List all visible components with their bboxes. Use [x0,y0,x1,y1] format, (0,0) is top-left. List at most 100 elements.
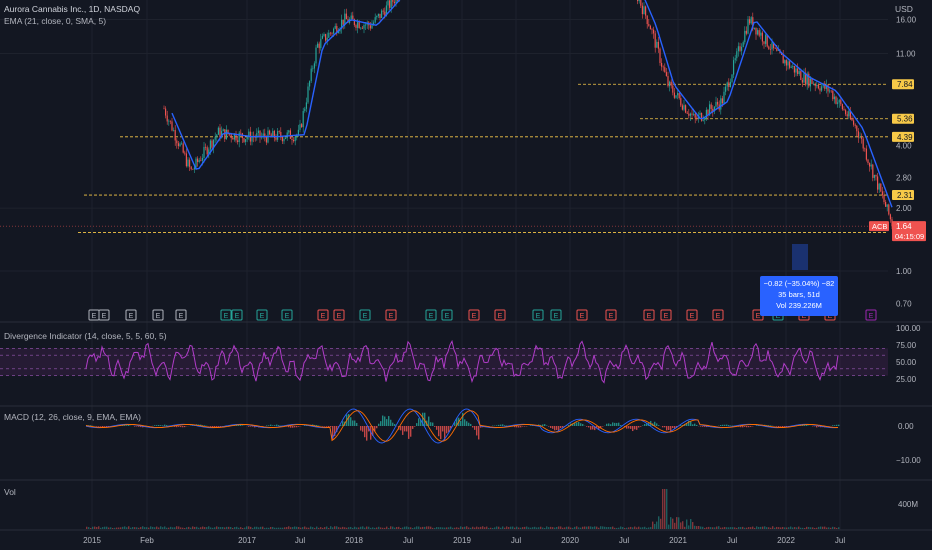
macd-histogram-bar [446,426,448,434]
volume-bar [568,526,570,529]
volume-bar [464,526,466,529]
volume-bar [364,527,366,529]
macd-histogram-bar [728,425,730,426]
candle-body [225,129,227,140]
volume-bar [602,526,604,529]
volume-bar [246,526,248,529]
candle-body [872,164,874,178]
candle-body [800,71,802,81]
macd-histogram-bar [516,426,518,428]
macd-histogram-bar [210,426,212,427]
candle-body [755,27,757,35]
macd-histogram-bar [372,426,374,436]
macd-histogram-bar [174,426,176,427]
earnings-marker [333,309,345,321]
macd-histogram-bar [724,424,726,426]
volume-bar [238,527,240,529]
volume-bar [398,526,400,529]
volume-bar [332,527,334,529]
macd-histogram-bar [424,412,426,426]
candle-body [181,143,183,145]
volume-bar [804,527,806,529]
macd-histogram-bar [560,426,562,429]
macd-histogram-bar [154,425,156,426]
volume-bar [808,526,810,529]
macd-histogram-bar [200,424,202,426]
earnings-marker [317,309,329,321]
price-tick: 4.00 [896,141,912,150]
volume-bar [440,527,442,529]
volume-bar [300,527,302,529]
macd-histogram-bar [768,425,770,426]
candle-body [197,158,199,162]
macd-histogram-bar [634,426,636,430]
macd-histogram-bar [242,425,244,426]
volume-bar [466,526,468,529]
macd-histogram-bar [550,426,552,428]
volume-bar [626,527,628,529]
volume-bar [350,526,352,529]
candle-body [317,43,319,48]
macd-histogram-bar [468,422,470,426]
candle-body [389,0,391,8]
volume-bar [314,527,316,529]
divergence-tick: 100.00 [896,324,921,333]
volume-bar [450,526,452,529]
axes: 100.0070.0050.0034.0024.0016.0011.004.00… [83,16,926,545]
macd-histogram-bar [504,425,506,426]
volume-bar [342,526,344,529]
candle-body [886,204,888,207]
candle-body [821,86,823,91]
candle-body [169,120,171,122]
price-tick: 16.00 [896,16,917,25]
candle-body [363,24,365,29]
volume-bar [432,527,434,529]
volume-bar [372,527,374,529]
earnings-letter: E [536,313,541,320]
volume-bar [384,527,386,529]
candle-body [278,131,280,132]
candle-body [235,133,237,141]
volume-bar [826,527,828,529]
candle-body [182,143,184,153]
candle-body [270,134,272,137]
macd-histogram-bar [552,426,554,429]
volume-bar [736,527,738,529]
candle-body [833,96,835,100]
volume-bar [562,527,564,529]
volume-bar [782,526,784,529]
macd-histogram-bar [442,426,444,432]
volume-bar [670,517,672,529]
volume-bar [456,527,458,529]
candle-body [369,25,371,29]
volume-bar [472,526,474,529]
volume-bar [488,527,490,529]
macd-histogram-bar [342,421,344,426]
candle-body [289,130,291,139]
macd-histogram-bar [274,425,276,426]
candle-body [230,134,232,139]
volume-bar [248,526,250,529]
volume-bar [468,527,470,529]
macd-histogram-bar [586,426,588,427]
candle-body [192,169,194,170]
macd-histogram-bar [620,425,622,426]
volume-bar [308,527,310,529]
volume-bar [684,526,686,529]
macd-histogram-bar [102,426,104,428]
macd-histogram-bar [370,426,372,440]
volume-bar [194,526,196,529]
volume-bar [790,526,792,529]
volume-bar [478,527,480,529]
candle-body [798,71,800,75]
volume-bar [280,527,282,529]
volume-bar [304,526,306,529]
candle-body [829,90,831,92]
macd-histogram-bar [462,412,464,426]
macd-histogram-bar [392,422,394,426]
earnings-letter: E [389,313,394,320]
candle-body [312,68,314,70]
volume-bar [680,522,682,529]
volume-bar [750,527,752,529]
